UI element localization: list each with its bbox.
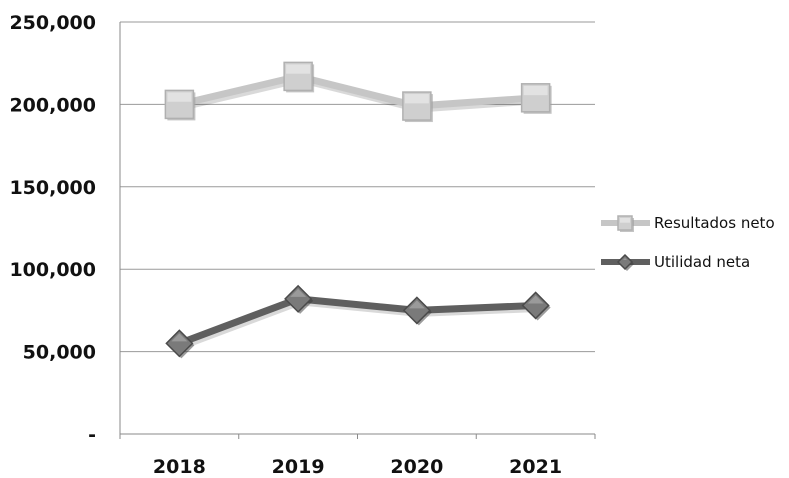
x-tick-label: 2019 <box>272 456 325 478</box>
data-point <box>164 89 196 121</box>
legend-label: Utilidad neta <box>654 253 750 271</box>
series-line <box>178 72 536 110</box>
series-resultados-neto <box>164 61 552 123</box>
legend: Resultados neto Utilidad neta <box>601 214 775 271</box>
y-tick-label: 50,000 <box>23 342 96 364</box>
legend-swatch-marker <box>617 215 634 232</box>
x-tick-label: 2020 <box>390 456 443 478</box>
y-tick-labels: - 50,000 100,000 150,000 200,000 250,000 <box>9 12 96 446</box>
data-point <box>520 83 552 114</box>
series-line <box>178 295 536 347</box>
series-utilidad-neta <box>165 284 551 359</box>
data-point <box>284 284 314 314</box>
legend-swatch-marker <box>616 253 634 271</box>
data-point <box>283 61 315 93</box>
y-tick-label: 150,000 <box>9 177 96 199</box>
y-tick-label: 250,000 <box>9 12 96 34</box>
legend-label: Resultados neto <box>654 214 775 232</box>
data-point <box>402 296 432 326</box>
y-tick-label: 100,000 <box>9 259 96 281</box>
data-point <box>165 329 195 359</box>
y-tick-label: - <box>88 424 96 446</box>
data-point <box>521 291 551 321</box>
x-tick-labels: 2018 2019 2020 2021 <box>119 434 596 478</box>
legend-item: Utilidad neta <box>601 253 750 271</box>
legend-item: Resultados neto <box>601 214 775 232</box>
x-tick-label: 2018 <box>153 456 206 478</box>
y-tick-label: 200,000 <box>9 94 96 116</box>
series <box>164 61 552 359</box>
data-point <box>402 91 433 123</box>
gridlines <box>120 21 595 353</box>
x-tick-label: 2021 <box>509 456 562 478</box>
